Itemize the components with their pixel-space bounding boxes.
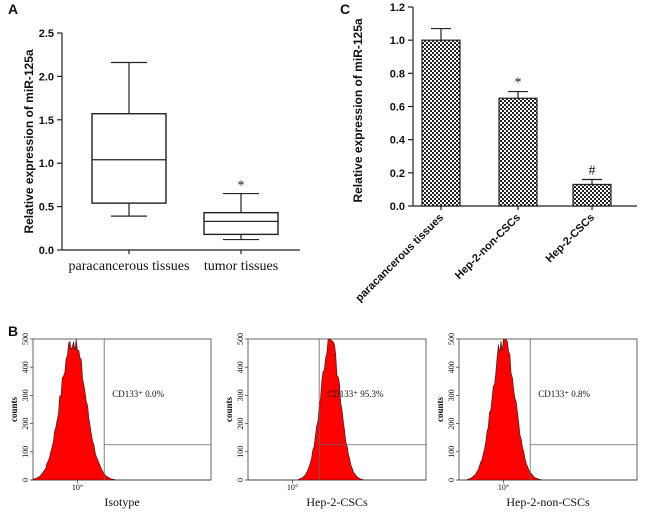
bar — [572, 183, 612, 207]
gate-percentage-label: CD133⁺ 0.8% — [538, 389, 590, 399]
y-tick-label: 2.5 — [39, 28, 54, 40]
y-tick-label: 400 — [21, 361, 30, 373]
box-iqr — [91, 113, 167, 204]
y-tick-label: 200 — [447, 418, 456, 430]
y-tick-label: 100 — [21, 446, 30, 458]
y-tick-label: 0.5 — [39, 202, 54, 214]
x-tick-label: paracancerous tissues — [353, 212, 446, 305]
y-tick-label: 0.4 — [390, 135, 406, 147]
x-tick-label: 10° — [498, 483, 509, 492]
y-axis-label: counts — [9, 397, 19, 423]
y-tick-label: 1.5 — [39, 115, 54, 127]
y-tick-label: 200 — [21, 418, 30, 430]
y-tick-label: 300 — [236, 389, 245, 401]
gate-percentage-label: CD133⁺ 0.0% — [112, 389, 164, 399]
x-tick-label: tumor tissues — [204, 259, 278, 274]
flow-cytometry-panel-b: 0 100 200 300 400 500 counts 10° CD133⁺ 0.0% Isot… — [9, 333, 638, 509]
y-tick-label: 100 — [447, 446, 456, 458]
y-axis-label: counts — [435, 397, 445, 423]
y-tick-label: 0 — [447, 478, 456, 482]
y-tick-label: 500 — [236, 333, 245, 345]
bar-chart-panel-c: 0.0 0.2 0.4 0.6 0.8 1.0 1.2 Relative expression… — [351, 2, 637, 304]
panel-letter-c: C — [340, 1, 350, 17]
y-tick-label: 0.0 — [39, 245, 54, 257]
y-tick-label: 400 — [447, 361, 456, 373]
bar — [498, 97, 538, 207]
panel-letter-a: A — [8, 1, 18, 17]
histogram-distribution — [32, 338, 211, 481]
histogram-sample-name: Isotype — [104, 495, 139, 509]
x-tick-label: Hep-2-non-CSCs — [453, 212, 523, 282]
y-tick-label: 500 — [21, 333, 30, 345]
y-tick-label: 0 — [21, 478, 30, 482]
histogram-distribution — [459, 338, 637, 481]
panel-letter-b: B — [8, 323, 18, 339]
y-tick-label: 0.8 — [390, 68, 405, 80]
y-tick-label: 0.6 — [390, 102, 405, 114]
y-tick-label: 2.0 — [39, 71, 54, 83]
y-tick-label: 400 — [236, 361, 245, 373]
y-tick-label: 1.0 — [39, 158, 54, 170]
significance-marker: * — [515, 76, 522, 91]
histogram-sample-name: Hep-2-non-CSCs — [506, 495, 590, 509]
y-tick-label: 0.0 — [390, 201, 405, 213]
box-iqr — [203, 211, 279, 236]
y-tick-label: 0.2 — [390, 168, 405, 180]
y-tick-label: 200 — [236, 418, 245, 430]
x-tick-label: 10° — [287, 483, 298, 492]
y-axis-label: Relative expression of miR-125a — [22, 49, 36, 233]
significance-marker: # — [589, 163, 596, 178]
y-axis-label: Relative expression of miR-125a — [351, 18, 365, 202]
y-tick-label: 1.0 — [390, 35, 405, 47]
bar — [421, 39, 461, 207]
y-tick-label: 0 — [236, 478, 245, 482]
gate-percentage-label: CD133⁺ 95.3% — [327, 389, 384, 399]
y-tick-label: 1.2 — [390, 2, 405, 14]
x-tick-label: Hep-2-CSCs — [544, 212, 597, 265]
y-tick-label: 300 — [447, 389, 456, 401]
histogram-distribution — [248, 338, 426, 481]
x-tick-label: 10° — [72, 483, 83, 492]
y-tick-label: 100 — [236, 446, 245, 458]
y-tick-label: 300 — [21, 389, 30, 401]
x-tick-label: paracancerous tissues — [69, 259, 190, 274]
significance-marker: * — [238, 179, 245, 194]
histogram-sample-name: Hep-2-CSCs — [306, 495, 368, 509]
y-tick-label: 500 — [447, 333, 456, 345]
y-axis-label: counts — [224, 397, 234, 423]
